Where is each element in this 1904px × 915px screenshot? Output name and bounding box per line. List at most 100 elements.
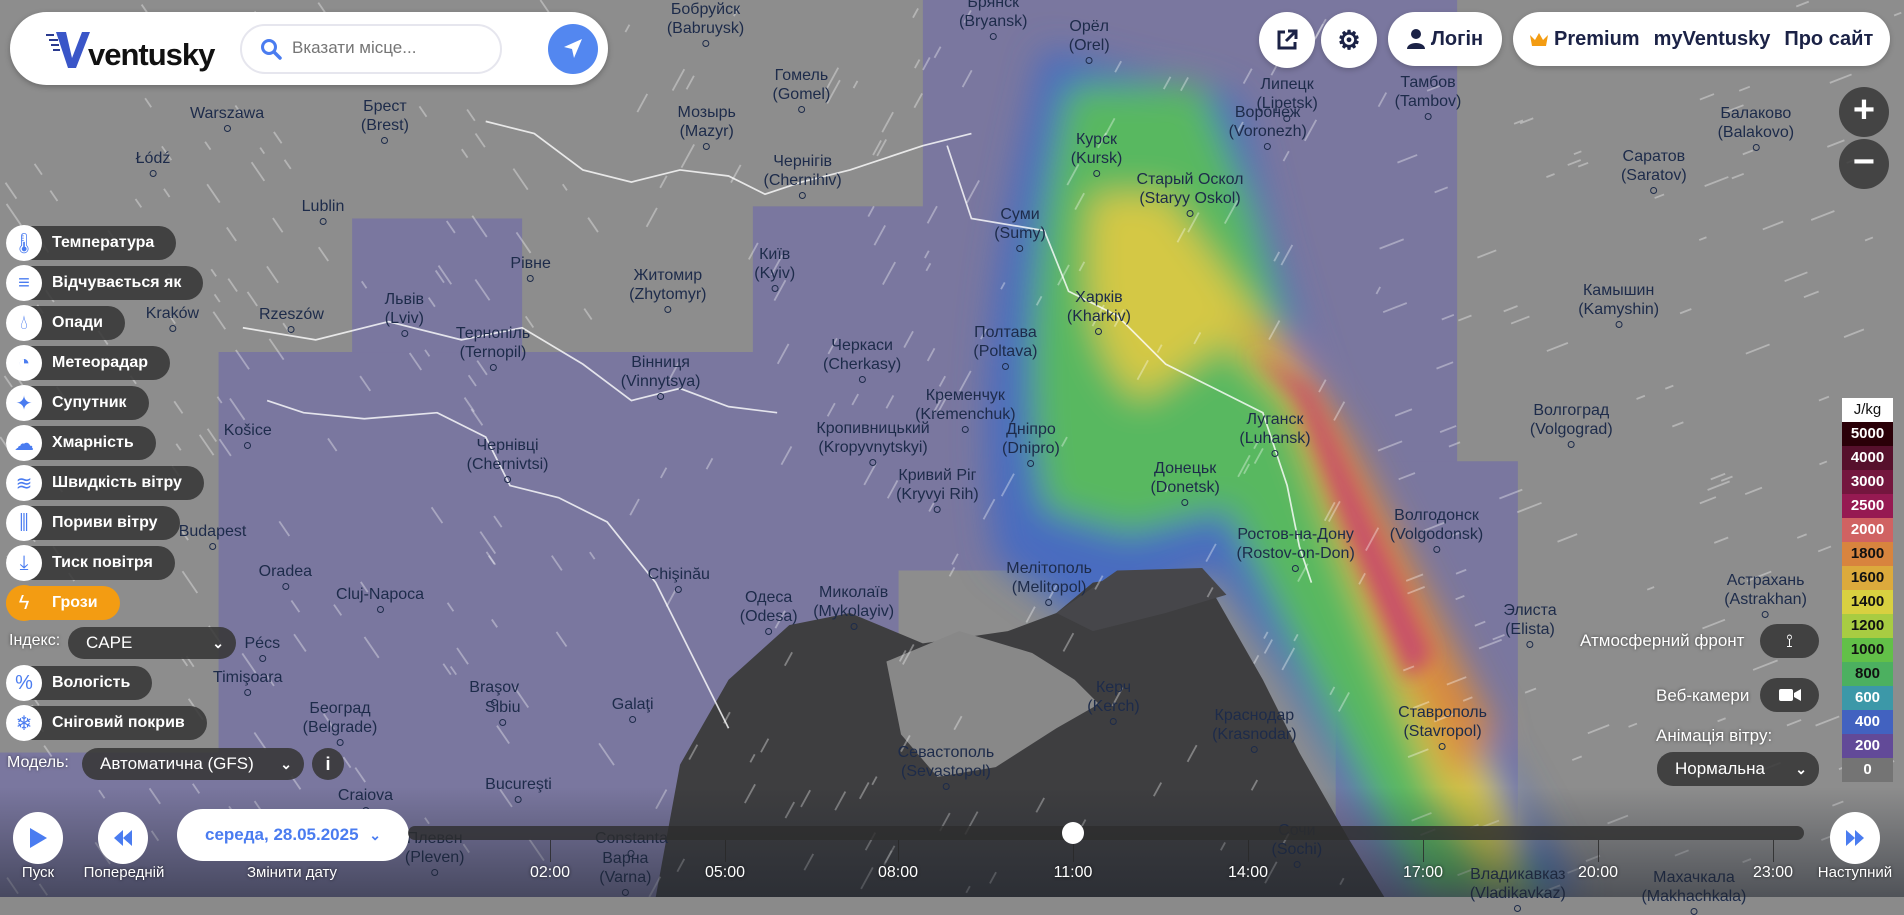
- layer-item-lightning[interactable]: ϟ Грози: [6, 585, 207, 621]
- layer-item-humidity[interactable]: % Вологість: [6, 665, 207, 701]
- video-camera-icon: [1778, 689, 1801, 701]
- locate-button[interactable]: [548, 24, 598, 74]
- index-select[interactable]: CAPE ⌄: [68, 627, 236, 659]
- wind-animation-value: Нормальна: [1675, 759, 1765, 778]
- city-dot: [1690, 908, 1698, 915]
- front-label: Атмосферний фронт: [1580, 631, 1745, 650]
- timeline-hour-label[interactable]: 08:00: [877, 864, 919, 881]
- zoom-out-button[interactable]: −: [1839, 139, 1889, 189]
- webcam-toggle[interactable]: [1760, 678, 1819, 712]
- chevron-down-icon: ⌄: [280, 756, 292, 772]
- search-box[interactable]: [240, 24, 502, 74]
- timeline-hour-label[interactable]: 14:00: [1227, 864, 1269, 881]
- legend-row: 4000: [1842, 446, 1893, 470]
- legend-row: 400: [1842, 710, 1893, 734]
- plus-icon: +: [1852, 89, 1876, 131]
- layer-item-wind[interactable]: ≋ Швидкість вітру: [6, 465, 207, 501]
- legend-row: 3000: [1842, 470, 1893, 494]
- legend-unit: J/kg: [1842, 398, 1893, 422]
- layer-item-label: Швидкість вітру: [6, 466, 204, 500]
- pressure-icon: ⤓: [6, 545, 42, 581]
- legend-row: 1600: [1842, 566, 1893, 590]
- timeline-tick: [1248, 840, 1249, 862]
- legend-row: 800: [1842, 662, 1893, 686]
- layer-item-snowflake[interactable]: ❄ Сніговий покрив: [6, 705, 207, 741]
- sea-of-azov: [1056, 568, 1227, 632]
- index-label: Індекс:: [9, 632, 61, 649]
- legend-row: 5000: [1842, 422, 1893, 446]
- model-label: Модель:: [7, 754, 69, 771]
- gear-icon: ⚙: [1337, 24, 1361, 55]
- myventusky-link[interactable]: myVentusky: [1653, 27, 1771, 50]
- timeline-hour-label[interactable]: 17:00: [1402, 864, 1444, 881]
- model-info-button[interactable]: i: [312, 748, 344, 780]
- humidity-icon: %: [6, 665, 42, 701]
- cape-peak: [1250, 352, 1433, 680]
- fast-forward-icon: [1846, 830, 1864, 846]
- timeline-tick: [898, 840, 899, 862]
- crimea: [886, 631, 1099, 777]
- search-icon: [261, 39, 282, 60]
- layer-item-thermometer[interactable]: 🌡︎ Температура: [6, 225, 207, 261]
- model-value: Автоматична (GFS): [100, 754, 254, 773]
- date-picker[interactable]: середа, 28.05.2025 ⌄: [177, 809, 409, 861]
- user-icon: [1406, 29, 1425, 49]
- layer-item-satellite[interactable]: ✦ Супутник: [6, 385, 207, 421]
- login-button[interactable]: Логін: [1388, 12, 1502, 66]
- legend-row: 1800: [1842, 542, 1893, 566]
- change-date-label: Змінити дату: [246, 864, 338, 881]
- layer-item-cloud[interactable]: ☁ Хмарність: [6, 425, 207, 461]
- front-toggle[interactable]: ⟟: [1760, 624, 1819, 658]
- layer-item-feels-like[interactable]: ≡ Відчувається як: [6, 265, 207, 301]
- timeline-hour-label[interactable]: 02:00: [529, 864, 571, 881]
- webcam-label: Веб-камери: [1656, 686, 1750, 705]
- snowflake-icon: ❄: [6, 705, 42, 741]
- timeline-hour-label[interactable]: 20:00: [1577, 864, 1619, 881]
- previous-button[interactable]: [98, 812, 148, 864]
- share-button[interactable]: [1259, 12, 1315, 68]
- legend-row: 2500: [1842, 494, 1893, 518]
- next-button[interactable]: [1830, 812, 1880, 864]
- layer-menu: 🌡︎ Температура ≡ Відчувається як 💧︎ Опади ◔ Мет…: [6, 225, 344, 781]
- layer-item-drop[interactable]: 💧︎ Опади: [6, 305, 207, 341]
- satellite-icon: ✦: [6, 385, 42, 421]
- about-link[interactable]: Про сайт: [1784, 27, 1874, 50]
- legend-row: 1200: [1842, 614, 1893, 638]
- timeline-track[interactable]: [408, 826, 1804, 840]
- next-label: Наступний: [1817, 864, 1893, 881]
- feels-like-icon: ≡: [6, 265, 42, 301]
- legend-row: 2000: [1842, 518, 1893, 542]
- logo-v-icon: [46, 32, 90, 68]
- legend-row: 0: [1842, 758, 1893, 782]
- minus-icon: −: [1852, 141, 1876, 183]
- timeline-tick: [1423, 840, 1424, 862]
- play-button[interactable]: [13, 812, 63, 864]
- model-select[interactable]: Автоматична (GFS) ⌄: [82, 748, 304, 780]
- timeline-hour-label[interactable]: 23:00: [1752, 864, 1794, 881]
- layer-item-pressure[interactable]: ⤓ Тиск повітря: [6, 545, 207, 581]
- layer-item-radar[interactable]: ◔ Метеорадар: [6, 345, 207, 381]
- cloud-icon: ☁: [6, 425, 42, 461]
- search-input[interactable]: [292, 38, 492, 58]
- chevron-down-icon: ⌄: [369, 827, 381, 843]
- play-icon: [30, 828, 47, 848]
- info-icon: i: [325, 754, 331, 774]
- layer-item-gust[interactable]: ⫼ Пориви вітру: [6, 505, 207, 541]
- logo[interactable]: ventusky: [46, 30, 215, 72]
- logo-text: ventusky: [88, 37, 215, 72]
- play-label: Пуск: [21, 864, 55, 881]
- header-bar: ventusky: [10, 12, 608, 85]
- settings-button[interactable]: ⚙: [1321, 12, 1377, 68]
- rewind-icon: [114, 830, 132, 846]
- timeline-handle[interactable]: [1062, 822, 1084, 844]
- zoom-in-button[interactable]: +: [1839, 87, 1889, 137]
- timeline-hour-label[interactable]: 05:00: [704, 864, 746, 881]
- radar-icon: ◔: [6, 345, 42, 381]
- wind-animation-select[interactable]: Нормальна ⌄: [1657, 752, 1819, 786]
- timeline-tick: [550, 840, 551, 862]
- lightning-icon: ϟ: [6, 585, 42, 621]
- timeline-hour-label[interactable]: 11:00: [1053, 864, 1093, 881]
- premium-link[interactable]: Premium: [1554, 27, 1640, 50]
- chevron-down-icon: ⌄: [212, 635, 224, 651]
